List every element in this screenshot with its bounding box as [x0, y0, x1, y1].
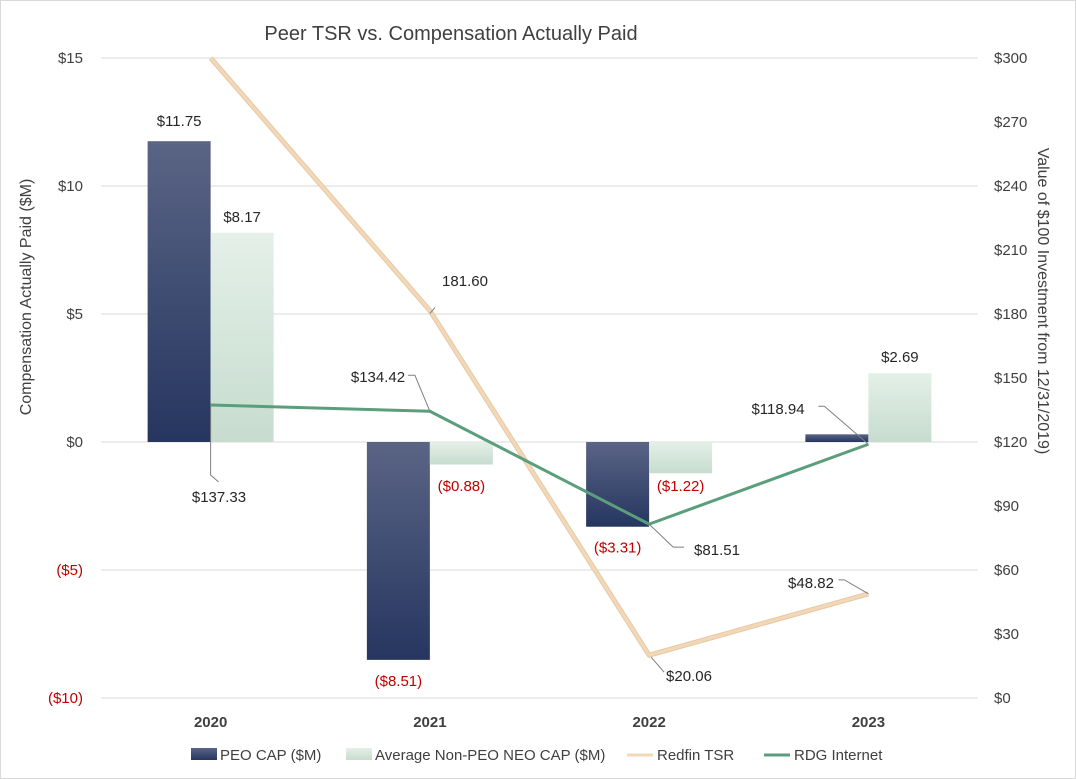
category-label: 2021: [413, 714, 446, 731]
bar-peo-cap[interactable]: [586, 442, 650, 527]
left-tick-label: ($5): [56, 562, 83, 579]
data-label: $137.33: [192, 489, 246, 506]
data-label: $134.42: [351, 369, 405, 386]
leader-line: [818, 405, 869, 445]
legend-label-peo: PEO CAP ($M): [220, 747, 321, 764]
line-redfin-tsr[interactable]: [209, 57, 869, 657]
right-tick-label: $90: [994, 498, 1019, 515]
legend-item-redfin[interactable]: Redfin TSR: [627, 747, 734, 764]
line-rdg-internet[interactable]: [210, 403, 869, 526]
data-label: $118.94: [751, 401, 804, 418]
legend-label-neo: Average Non-PEO NEO CAP ($M): [375, 747, 605, 764]
right-tick-label: $240: [994, 178, 1027, 195]
category-label: 2023: [852, 714, 885, 731]
category-label: 2020: [194, 714, 227, 731]
legend-label-redfin: Redfin TSR: [657, 747, 734, 764]
right-tick-label: $210: [994, 242, 1027, 259]
right-axis-title: Value of $100 Investment from 12/31/2019…: [1034, 148, 1051, 455]
right-tick-label: $180: [994, 306, 1027, 323]
left-axis-ticks: $15 $10 $5 $0 ($5) ($10): [48, 50, 83, 707]
label-leader-lines: [210, 307, 869, 673]
data-label: $48.82: [788, 575, 834, 592]
leader-line: [838, 579, 869, 595]
legend-swatch-peo: [191, 748, 217, 760]
data-label: ($8.51): [375, 673, 423, 690]
data-label: $20.06: [666, 668, 712, 685]
leader-line: [648, 523, 685, 548]
bar-neo-cap[interactable]: [429, 442, 493, 465]
right-axis-ticks: $300 $270 $240 $210 $180 $150 $120 $90 $60 $30 $0: [994, 50, 1027, 707]
right-tick-label: $150: [994, 370, 1027, 387]
line-redfin-tsr-outline: [208, 56, 870, 658]
left-axis-title: Compensation Actually Paid ($M): [18, 179, 35, 416]
bar-neo-cap[interactable]: [649, 442, 713, 474]
bar-neo-cap[interactable]: [210, 232, 274, 442]
leader-line: [429, 307, 436, 314]
legend-swatch-neo: [346, 748, 372, 760]
left-tick-label: $5: [66, 306, 83, 323]
data-label: 181.60: [442, 273, 488, 290]
bar-peo-cap[interactable]: [805, 434, 869, 442]
chart-title: Peer TSR vs. Compensation Actually Paid: [264, 23, 637, 45]
data-label: ($1.22): [657, 478, 705, 495]
leader-line: [407, 374, 431, 412]
bar-series: [147, 141, 932, 660]
legend-label-rdg: RDG Internet: [794, 747, 883, 764]
right-tick-label: $270: [994, 114, 1027, 131]
data-label: $2.69: [881, 349, 919, 366]
bar-peo-cap[interactable]: [147, 141, 211, 442]
right-tick-label: $60: [994, 562, 1019, 579]
right-tick-label: $30: [994, 626, 1019, 643]
leader-line: [210, 405, 219, 483]
category-label: 2022: [632, 714, 665, 731]
line-series: [208, 56, 870, 658]
data-label: $11.75: [157, 113, 202, 130]
right-tick-label: $300: [994, 50, 1027, 67]
legend: PEO CAP ($M) Average Non-PEO NEO CAP ($M…: [191, 747, 883, 764]
right-tick-label: $0: [994, 690, 1011, 707]
left-tick-label: $0: [66, 434, 83, 451]
left-tick-label: $15: [58, 50, 83, 67]
category-axis: 2020 2021 2022 2023: [194, 714, 885, 731]
legend-item-rdg[interactable]: RDG Internet: [764, 747, 883, 764]
bar-peo-cap[interactable]: [366, 442, 430, 660]
left-tick-label: $10: [58, 178, 83, 195]
leader-line: [650, 656, 665, 673]
data-labels: $11.75 ($8.51) ($3.31) $8.17 ($0.88) ($1.22) $…: [157, 113, 919, 690]
bar-neo-cap[interactable]: [868, 373, 932, 442]
left-tick-label: ($10): [48, 690, 83, 707]
legend-item-peo[interactable]: PEO CAP ($M): [191, 747, 321, 764]
legend-item-neo[interactable]: Average Non-PEO NEO CAP ($M): [346, 747, 605, 764]
data-label: ($0.88): [438, 478, 486, 495]
data-label: $81.51: [694, 542, 740, 559]
data-label: $8.17: [223, 209, 261, 226]
right-tick-label: $120: [994, 434, 1027, 451]
data-label: ($3.31): [594, 540, 642, 557]
